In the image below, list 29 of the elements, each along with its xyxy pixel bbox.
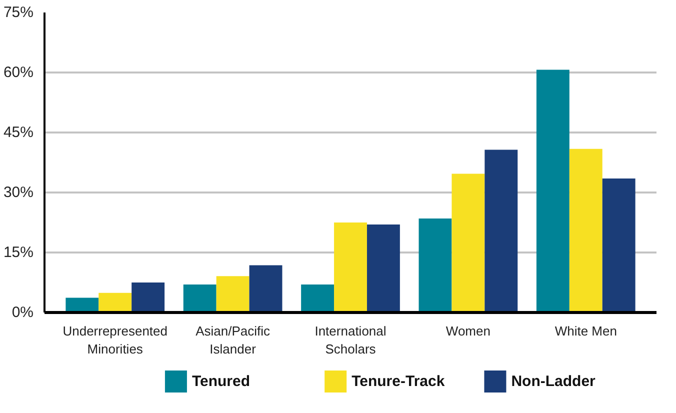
bar — [484, 150, 518, 312]
bar — [536, 70, 570, 312]
x-tick-label: International Scholars — [314, 324, 386, 356]
bar — [366, 224, 400, 312]
bar — [334, 222, 367, 312]
y-tick-label: 75% — [3, 4, 34, 21]
bar — [418, 218, 452, 312]
y-tick-label: 0% — [12, 304, 34, 321]
x-tick-label: White Men — [554, 324, 617, 338]
y-tick-label: 15% — [3, 244, 34, 261]
y-tick-label: 45% — [3, 124, 34, 141]
bar — [66, 298, 99, 312]
bar — [249, 265, 282, 312]
bar — [183, 284, 216, 312]
legend-label: Tenured — [192, 373, 250, 390]
bar — [301, 284, 334, 312]
bar — [98, 292, 132, 312]
x-tick-label: Underrepresented Minorities — [62, 324, 168, 356]
y-tick-label: 30% — [3, 184, 34, 201]
y-tick-label: 60% — [3, 64, 34, 81]
bar — [216, 276, 250, 312]
bar — [452, 174, 485, 312]
bar — [132, 282, 165, 312]
x-tick-label: Women — [446, 324, 490, 338]
x-tick-label: Asian/Pacific Islander — [196, 324, 271, 356]
bar — [569, 148, 602, 312]
legend-label: Non-Ladder — [511, 373, 596, 390]
legend-label: Tenure-Track — [352, 373, 446, 390]
bar — [602, 178, 636, 312]
